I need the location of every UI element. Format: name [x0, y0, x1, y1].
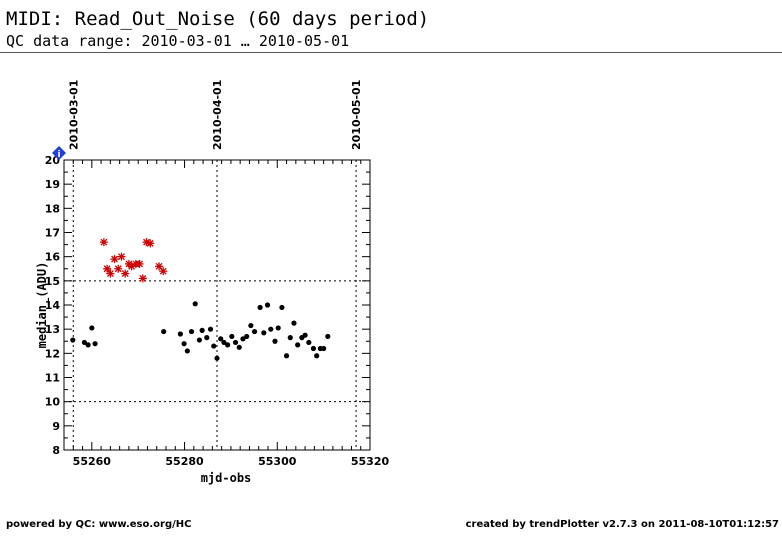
top-date-label: 2010-03-01 — [67, 80, 80, 150]
data-point — [251, 328, 258, 335]
outlier-point — [146, 239, 155, 248]
y-tick-label: 12 — [45, 347, 60, 360]
outlier-point — [99, 238, 108, 247]
data-point — [192, 301, 198, 307]
data-point — [199, 327, 205, 333]
data-point — [229, 333, 235, 340]
top-date-label: 2010-04-01 — [211, 80, 224, 150]
data-point — [70, 337, 76, 343]
outlier-point — [138, 274, 147, 283]
outlier-point — [106, 269, 115, 278]
data-point — [279, 304, 285, 311]
data-point — [188, 328, 195, 335]
data-point — [321, 345, 327, 352]
data-point — [310, 345, 317, 352]
y-tick-label: 16 — [45, 251, 61, 264]
data-point — [218, 336, 224, 342]
data-point — [181, 341, 187, 347]
data-point — [214, 355, 220, 361]
svg-text:i: i — [57, 150, 60, 160]
chart-title: MIDI: Read_Out_Noise (60 days period) — [6, 8, 430, 30]
top-date-label: 2010-05-01 — [350, 80, 363, 150]
scatter-plot: 2010-03-01 2010-04-01 2010-05-01 55260 55280… — [35, 80, 390, 485]
header-divider — [0, 52, 782, 53]
data-points-group — [70, 238, 331, 361]
reference-lines-group — [64, 160, 370, 450]
y-tick-label: 14 — [45, 299, 61, 312]
outlier-point — [117, 252, 126, 261]
y-tick-label: 8 — [52, 444, 60, 457]
data-point — [257, 304, 263, 311]
outlier-point — [159, 267, 168, 276]
data-point — [184, 348, 190, 354]
data-point — [161, 328, 167, 335]
data-point — [207, 326, 214, 332]
chart-subtitle: QC data range: 2010-03-01 … 2010-05-01 — [6, 32, 350, 50]
data-point — [177, 331, 183, 337]
data-point — [89, 325, 95, 331]
data-point — [314, 353, 320, 359]
outlier-point — [135, 259, 144, 268]
data-point — [325, 333, 331, 340]
info-icon[interactable]: i — [52, 146, 66, 160]
data-point — [287, 335, 293, 341]
data-point — [244, 333, 250, 340]
data-point — [221, 339, 227, 346]
data-point — [81, 339, 87, 346]
footer-created-by: created by trendPlotter v2.7.3 on 2011-0… — [465, 519, 779, 530]
x-tick-label: 55280 — [165, 455, 204, 468]
data-point — [283, 353, 290, 359]
data-point — [92, 341, 98, 347]
data-point — [232, 339, 239, 346]
data-point — [261, 330, 267, 336]
data-point — [302, 332, 308, 338]
data-point — [85, 342, 91, 348]
y-tick-label: 15 — [45, 275, 60, 288]
y-tick-label: 9 — [52, 420, 60, 433]
y-tick-label: 18 — [45, 202, 60, 215]
y-tick-label: 17 — [45, 227, 60, 240]
data-point — [264, 302, 271, 308]
data-point — [248, 322, 254, 329]
y-tick-label: 10 — [45, 396, 61, 409]
outlier-point — [121, 269, 130, 278]
data-point — [295, 342, 301, 348]
footer-powered-by: powered by QC: www.eso.org/HC — [6, 519, 192, 530]
data-point — [272, 338, 278, 344]
outlier-point — [103, 264, 112, 273]
y-tick-label: 13 — [45, 323, 60, 336]
data-point — [225, 342, 231, 348]
outlier-point — [110, 255, 119, 264]
y-axis-label: median_(ADU) — [35, 262, 50, 349]
x-tick-label: 55300 — [258, 455, 297, 468]
data-point — [275, 325, 281, 331]
data-point — [236, 344, 242, 350]
y-tick-label: 19 — [45, 178, 60, 191]
y-tick-label: 11 — [45, 372, 60, 385]
data-point — [291, 320, 297, 326]
data-point — [240, 336, 246, 342]
data-point — [211, 343, 217, 349]
data-point — [306, 339, 312, 346]
outlier-point — [114, 264, 123, 273]
data-point — [196, 337, 202, 343]
x-axis-label: mjd-obs — [201, 471, 252, 485]
x-tick-label: 55260 — [73, 455, 112, 468]
axis-ticks-group: 2010-03-01 2010-04-01 2010-05-01 55260 55280… — [45, 80, 390, 468]
x-tick-label: 55320 — [351, 455, 390, 468]
data-point — [268, 326, 274, 332]
data-point — [204, 335, 210, 341]
